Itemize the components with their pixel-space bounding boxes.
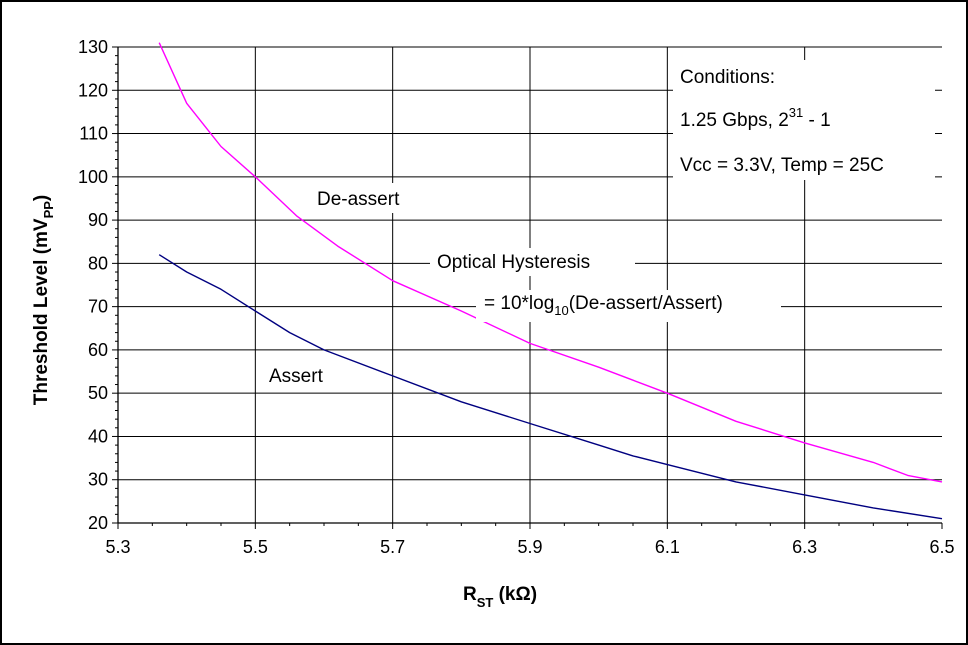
x-tick-label: 6.1 — [655, 537, 680, 557]
hysteresis-title: Optical Hysteresis — [437, 252, 590, 273]
series-line-assert — [158, 254, 943, 520]
y-tick-label: 80 — [88, 253, 108, 273]
deassert-label: De-assert — [317, 189, 400, 210]
x-tick-label: 5.7 — [380, 537, 405, 557]
conditions-rate-tail: - 1 — [803, 110, 830, 131]
y-tick-label: 70 — [88, 297, 108, 317]
series-line-de-assert — [158, 42, 943, 483]
conditions-rate-sup: 31 — [789, 105, 803, 120]
x-tick-label: 5.5 — [243, 537, 268, 557]
y-tick-label: 130 — [78, 37, 108, 57]
y-axis-title-main: Threshold Level (mV — [31, 218, 52, 405]
y-tick-label: 20 — [88, 513, 108, 533]
axes — [112, 46, 943, 529]
conditions-title: Conditions: — [680, 67, 775, 88]
conditions-rate-main: 1.25 Gbps, 2 — [680, 110, 789, 131]
conditions-rate: 1.25 Gbps, 231 - 1 — [680, 105, 831, 131]
hysteresis-title-bg — [430, 248, 635, 276]
conditions-env: Vcc = 3.3V, Temp = 25C — [680, 155, 884, 176]
hysteresis-eq-tail: (De-assert/Assert) — [569, 293, 723, 314]
tick-labels: 20 30 40 50 60 70 80 90 100 110 120 130 5.3 5.5 5.7 5.9… — [78, 37, 955, 557]
x-axis-title-main: R — [463, 584, 477, 605]
hysteresis-eq-bg — [476, 290, 781, 322]
y-axis-title-close: ) — [31, 195, 52, 201]
conditions-box-bg — [673, 60, 935, 180]
x-axis-title: RST (kΩ) — [463, 584, 537, 610]
x-tick-label: 6.3 — [792, 537, 817, 557]
y-axis-title: Threshold Level (mVPP) — [31, 195, 56, 406]
y-tick-label: 30 — [88, 470, 108, 490]
x-axis-title-sub: ST — [477, 595, 494, 610]
y-tick-label: 60 — [88, 340, 108, 360]
x-tick-label: 5.9 — [517, 537, 542, 557]
deassert-label-bg — [312, 183, 424, 213]
x-tick-label: 6.5 — [929, 537, 954, 557]
hysteresis-equation: = 10*log10(De-assert/Assert) — [484, 293, 723, 318]
y-axis-title-sub: PP — [41, 201, 56, 219]
x-axis-title-unit: (kΩ) — [493, 584, 537, 605]
y-tick-label: 90 — [88, 210, 108, 230]
y-tick-label: 120 — [78, 80, 108, 100]
x-tick-label: 5.3 — [105, 537, 130, 557]
series-lines — [158, 42, 943, 520]
assert-label: Assert — [269, 366, 324, 387]
assert-label-bg — [265, 362, 339, 390]
hysteresis-eq-sub: 10 — [554, 303, 568, 318]
y-tick-label: 100 — [78, 167, 108, 187]
y-tick-label: 110 — [79, 124, 108, 144]
y-tick-label: 50 — [88, 383, 108, 403]
hysteresis-eq-main: = 10*log — [484, 293, 554, 314]
y-tick-label: 40 — [88, 426, 108, 446]
